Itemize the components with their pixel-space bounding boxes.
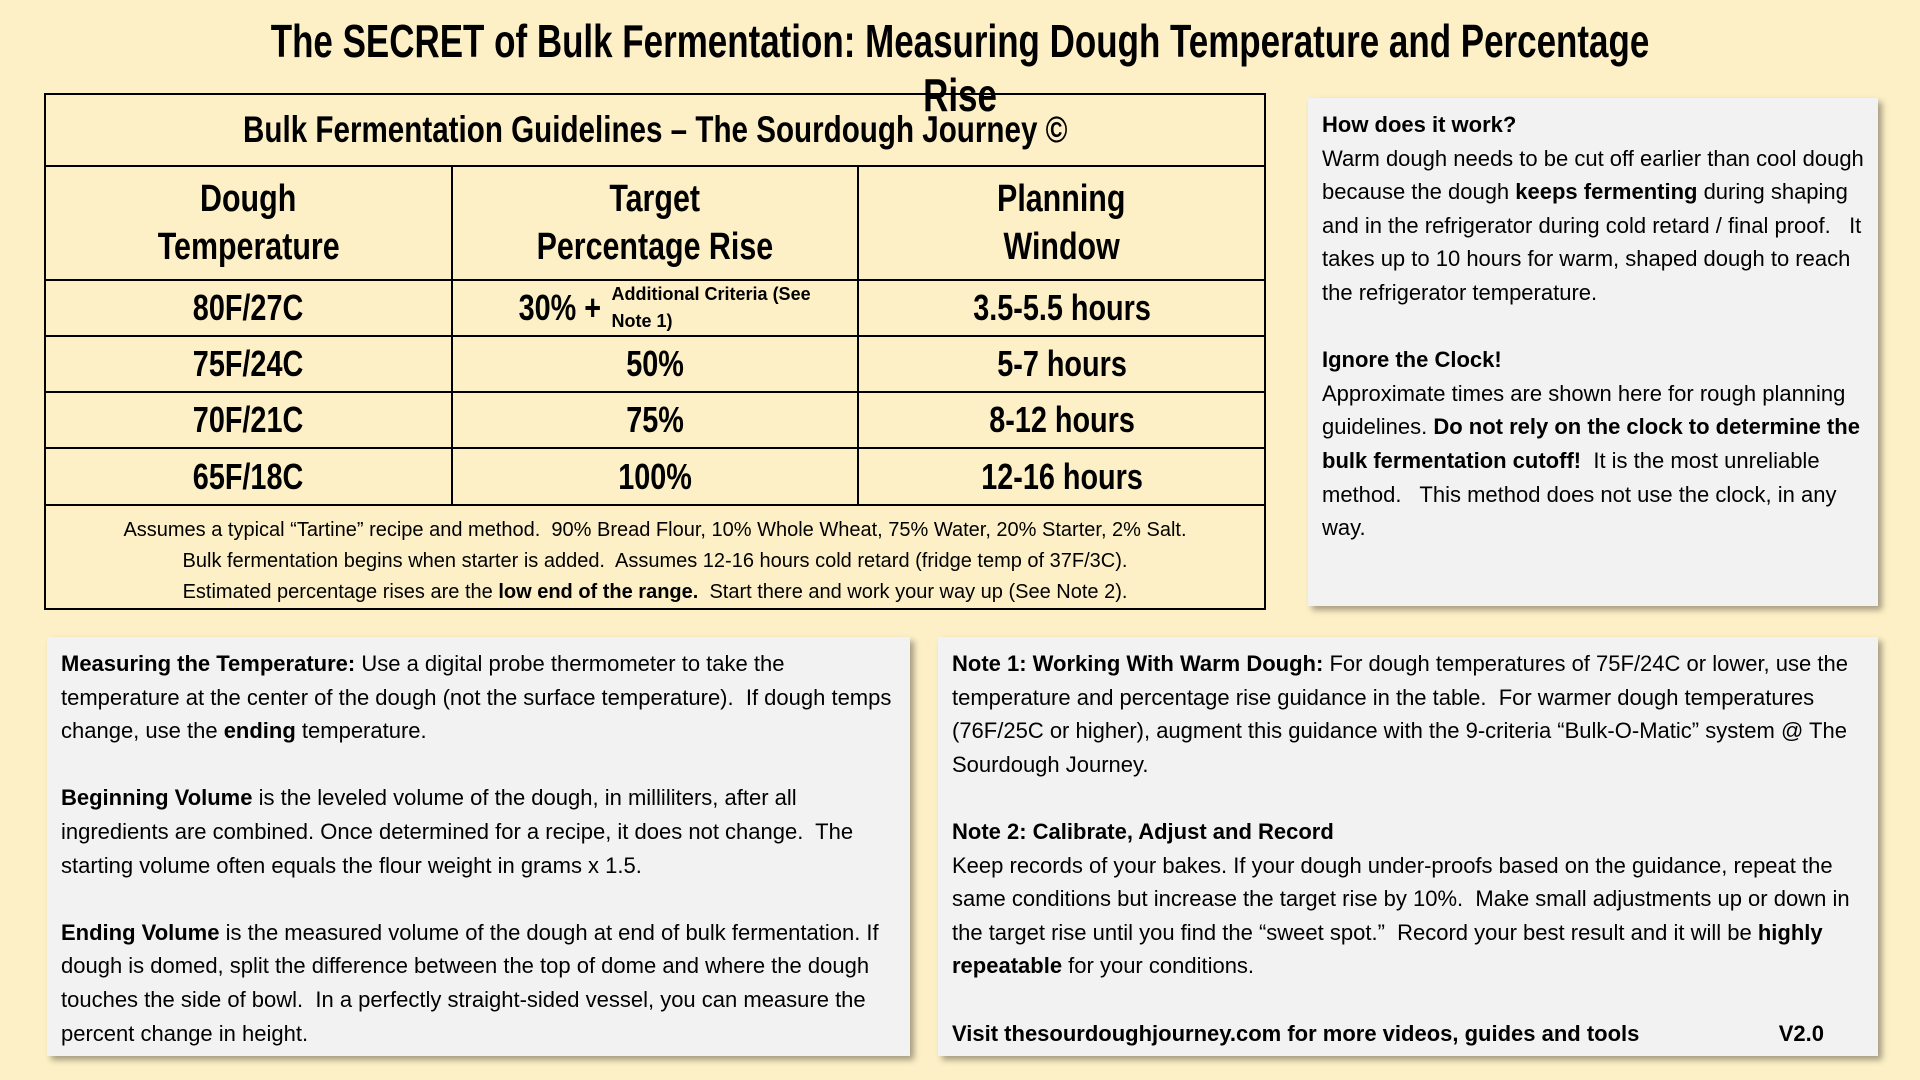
cell: 75F/24C [46,337,453,391]
paragraph: Measuring the Temperature: Use a digital… [61,647,896,748]
header-line: Percentage Rise [536,226,774,268]
header-line: Planning [997,178,1126,220]
bold-text: Beginning Volume [61,785,253,811]
bold-text: Note 1: Working With Warm Dough: [952,651,1324,676]
cell-text: 70F/21C [193,399,304,440]
cell: 70F/21C [46,393,453,447]
text: For dough temperatures of 75F/24C or low… [952,651,1855,777]
header-cell: Target Percentage Rise [453,167,860,279]
cell-text: 75F/24C [193,343,304,384]
text: Use a digital probe thermometer to take … [61,651,898,744]
text: Approximate times are shown here for rou… [1322,380,1852,440]
how-it-works-box: How does it work? Warm dough needs to be… [1308,98,1878,606]
footnote: Estimated percentage rises are the low e… [46,577,1264,608]
table-row: 65F/18C 100% 12-16 hours [46,449,1264,506]
title-text: The SECRET of Bulk Fermentation: Measuri… [270,15,1659,121]
bold-text: Do not rely on the clock to determine th… [1322,414,1867,473]
cell: 5-7 hours [859,337,1264,391]
footnote: Assumes a typical “Tartine” recipe and m… [123,519,1187,541]
text: Start there and work your way up (See No… [698,581,1128,603]
footer: Visit thesourdoughjourney.com for more v… [952,1017,1864,1051]
cell-text: 80F/27C [193,287,304,328]
heading: How does it work? [1322,112,1517,137]
cell-text: 12-16 hours [980,455,1143,497]
paragraph: Ending Volume is the measured volume of … [61,916,896,1050]
text: for your conditions. [1062,953,1255,979]
cell: 50% [453,337,860,391]
table-caption: Bulk Fermentation Guidelines – The Sourd… [46,95,1264,167]
paragraph: Approximate times are shown here for rou… [1322,377,1864,545]
caption-text: Bulk Fermentation Guidelines – The Sourd… [242,109,1068,150]
cell-text: 100% [618,455,692,497]
table-row: 80F/27C 30% + Additional Criteria (See No… [46,281,1264,337]
bold-text: Ending Volume [61,919,220,945]
cell-text: 30% + [519,287,602,328]
paragraph: Keep records of your bakes. If your doug… [952,849,1864,983]
cell-text: 50% [626,343,684,384]
cell-text: 8-12 hours [988,399,1135,440]
header-line: Dough [200,178,297,220]
text: during shaping and in the refrigerator d… [1322,179,1868,305]
cell: 75% [453,393,860,447]
cell: 100% [453,449,860,504]
cell: 12-16 hours [859,449,1264,504]
version: V2.0 [1778,1020,1824,1046]
notes-box: Note 1: Working With Warm Dough: For dou… [938,637,1878,1056]
heading: Note 2: Calibrate, Adjust and Record [952,818,1334,844]
text: Keep records of your bakes. If your doug… [952,852,1856,945]
header-line: Target [609,178,701,220]
cell-note: Additional Criteria (See Note 1) [611,284,816,331]
guidelines-table: Bulk Fermentation Guidelines – The Sourd… [44,93,1266,610]
measuring-box: Measuring the Temperature: Use a digital… [47,637,910,1056]
text: It is the most unreliable method. This m… [1322,447,1843,541]
footnote: Bulk fermentation begins when starter is… [182,550,1128,572]
table-row: 70F/21C 75% 8-12 hours [46,393,1264,449]
footer-link: Visit thesourdoughjourney.com for more v… [952,1020,1640,1046]
cell: 30% + Additional Criteria (See Note 1) [453,281,860,335]
heading: Ignore the Clock! [1322,347,1502,373]
bold-text: Measuring the Temperature: [61,651,356,676]
bold-text: highly repeatable [952,919,1829,979]
text: is the leveled volume of the dough, in m… [61,785,860,878]
page-title: The SECRET of Bulk Fermentation: Measuri… [0,14,1920,122]
text: temperature. [295,718,427,744]
text: Estimated percentage rises are the [182,581,499,603]
cell-text: 3.5-5.5 hours [972,287,1151,328]
bold-text: ending [223,718,296,744]
cell: 3.5-5.5 hours [859,281,1264,335]
table-row: 75F/24C 50% 5-7 hours [46,337,1264,393]
header-cell: Planning Window [859,167,1264,279]
header-row: Dough Temperature Target Percentage Rise P… [46,167,1264,281]
table-footnotes: Assumes a typical “Tartine” recipe and m… [46,506,1264,608]
header-cell: Dough Temperature [46,167,453,279]
header-line: Window [1003,226,1120,268]
bold-text: low end of the range. [498,581,699,603]
text: Warm dough needs to be cut off earlier t… [1322,145,1870,205]
cell-text: 75% [626,399,684,440]
cell: 80F/27C [46,281,453,335]
paragraph: Warm dough needs to be cut off earlier t… [1322,142,1864,310]
text: is the measured volume of the dough at e… [61,919,885,1046]
header-line: Temperature [157,226,340,268]
cell: 65F/18C [46,449,453,504]
cell-text: 65F/18C [193,455,304,497]
cell-text: 5-7 hours [996,343,1127,384]
bold-text: keeps fermenting [1515,179,1698,205]
paragraph: Beginning Volume is the leveled volume o… [61,781,896,882]
paragraph: Note 1: Working With Warm Dough: For dou… [952,647,1864,781]
cell: 8-12 hours [859,393,1264,447]
